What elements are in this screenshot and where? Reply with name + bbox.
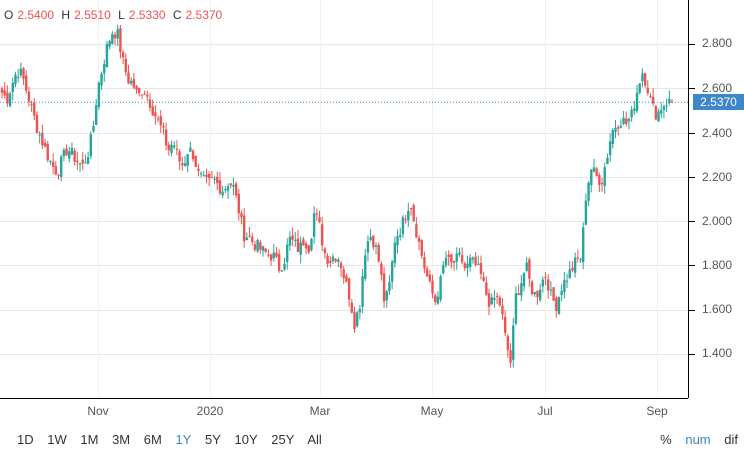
- range-1m-button[interactable]: 1M: [80, 432, 99, 447]
- range-selector: 1D 1W 1M 3M 6M 1Y 5Y 10Y 25Y All: [17, 432, 332, 447]
- range-1d-button[interactable]: 1D: [17, 432, 34, 447]
- x-tick-label: Mar: [309, 404, 331, 418]
- low-value: 2.5330: [128, 8, 166, 22]
- close-value: 2.5370: [185, 8, 223, 22]
- open-label: O: [4, 8, 14, 22]
- gridlines: [0, 0, 688, 398]
- close-label: C: [172, 8, 182, 22]
- open-value: 2.5400: [17, 8, 55, 22]
- scale-mode-selector: % num dif: [650, 432, 738, 447]
- range-6m-button[interactable]: 6M: [143, 432, 162, 447]
- range-25y-button[interactable]: 25Y: [271, 432, 295, 447]
- y-tick-label: 2.400: [702, 126, 733, 140]
- range-10y-button[interactable]: 10Y: [234, 432, 258, 447]
- y-tick-label: 1.800: [702, 258, 733, 272]
- dif-mode-button[interactable]: dif: [724, 432, 738, 447]
- last-price-badge: 2.5370: [693, 94, 744, 110]
- y-tick-label: 1.600: [702, 302, 733, 316]
- range-3m-button[interactable]: 3M: [112, 432, 131, 447]
- range-1y-button[interactable]: 1Y: [175, 432, 192, 447]
- high-label: H: [61, 8, 71, 22]
- range-all-button[interactable]: All: [307, 432, 322, 447]
- y-tick-label: 2.600: [702, 81, 733, 95]
- percent-mode-button[interactable]: %: [660, 432, 672, 447]
- ohlc-legend: O 2.5400 H 2.5510 L 2.5330 C 2.5370: [4, 8, 226, 22]
- low-label: L: [118, 8, 125, 22]
- y-tick-label: 1.400: [702, 346, 733, 360]
- candles: [0, 24, 674, 368]
- num-mode-button[interactable]: num: [685, 432, 711, 447]
- y-tick-label: 2.200: [702, 170, 733, 184]
- x-tick-label: Jul: [537, 404, 553, 418]
- x-tick-label: 2020: [196, 404, 224, 418]
- y-tick-marks: [688, 44, 695, 355]
- x-tick-label: Sep: [646, 404, 668, 418]
- x-tick-label: Nov: [87, 404, 109, 418]
- x-tick-label: May: [420, 404, 444, 418]
- y-tick-label: 2.000: [702, 214, 733, 228]
- high-value: 2.5510: [74, 8, 111, 22]
- range-5y-button[interactable]: 5Y: [204, 432, 221, 447]
- y-tick-label: 2.800: [702, 36, 733, 50]
- range-1w-button[interactable]: 1W: [47, 432, 67, 447]
